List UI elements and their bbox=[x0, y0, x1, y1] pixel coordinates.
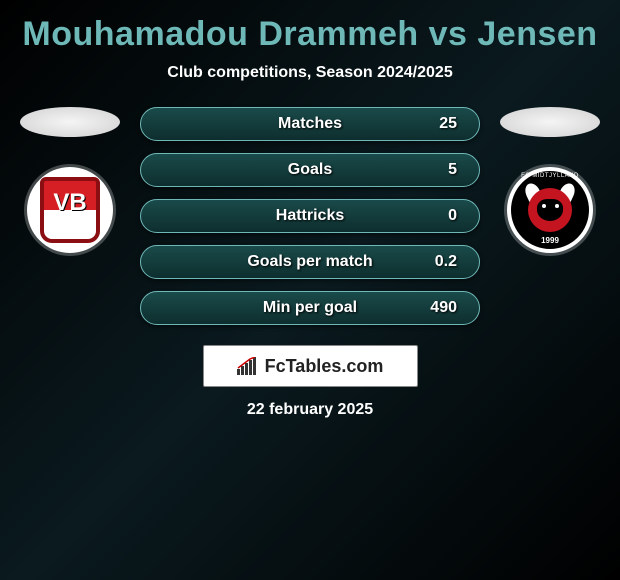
stat-label: Hattricks bbox=[276, 207, 344, 225]
left-team-badge: VB bbox=[27, 167, 113, 253]
stat-row-matches: Matches 25 bbox=[140, 107, 480, 141]
right-team-inner-circle bbox=[528, 188, 572, 232]
right-player-column: FC MIDTJYLLAND 1999 bbox=[500, 107, 600, 253]
bar-chart-icon bbox=[237, 357, 259, 375]
stat-row-goals-per-match: Goals per match 0.2 bbox=[140, 245, 480, 279]
comparison-card: Mouhamadou Drammeh vs Jensen Club compet… bbox=[0, 0, 620, 429]
page-subtitle: Club competitions, Season 2024/2025 bbox=[167, 64, 452, 82]
right-team-name-arc: FC MIDTJYLLAND bbox=[521, 173, 579, 179]
stat-label: Min per goal bbox=[263, 299, 357, 317]
right-player-avatar-placeholder bbox=[500, 107, 600, 137]
stat-label: Goals bbox=[288, 161, 332, 179]
stat-row-goals: Goals 5 bbox=[140, 153, 480, 187]
left-team-initials: VB bbox=[53, 189, 86, 217]
main-row: VB Matches 25 Goals 5 Hattricks 0 bbox=[0, 107, 620, 325]
right-team-year: 1999 bbox=[541, 236, 559, 245]
right-team-badge: FC MIDTJYLLAND 1999 bbox=[507, 167, 593, 253]
stat-right-value: 490 bbox=[427, 299, 457, 317]
stat-row-hattricks: Hattricks 0 bbox=[140, 199, 480, 233]
bull-face-icon bbox=[537, 199, 563, 221]
branding-box[interactable]: FcTables.com bbox=[203, 345, 418, 387]
stats-column: Matches 25 Goals 5 Hattricks 0 Goals per… bbox=[140, 107, 480, 325]
left-player-column: VB bbox=[20, 107, 120, 253]
stat-row-min-per-goal: Min per goal 490 bbox=[140, 291, 480, 325]
branding-text: FcTables.com bbox=[265, 356, 384, 377]
date-label: 22 february 2025 bbox=[247, 401, 373, 419]
stat-right-value: 5 bbox=[427, 161, 457, 179]
stat-label: Goals per match bbox=[247, 253, 372, 271]
stat-right-value: 0 bbox=[427, 207, 457, 225]
stat-right-value: 0.2 bbox=[427, 253, 457, 271]
stat-right-value: 25 bbox=[427, 115, 457, 133]
left-team-shield: VB bbox=[40, 177, 100, 243]
page-title: Mouhamadou Drammeh vs Jensen bbox=[22, 15, 597, 54]
left-player-avatar-placeholder bbox=[20, 107, 120, 137]
stat-label: Matches bbox=[278, 115, 342, 133]
